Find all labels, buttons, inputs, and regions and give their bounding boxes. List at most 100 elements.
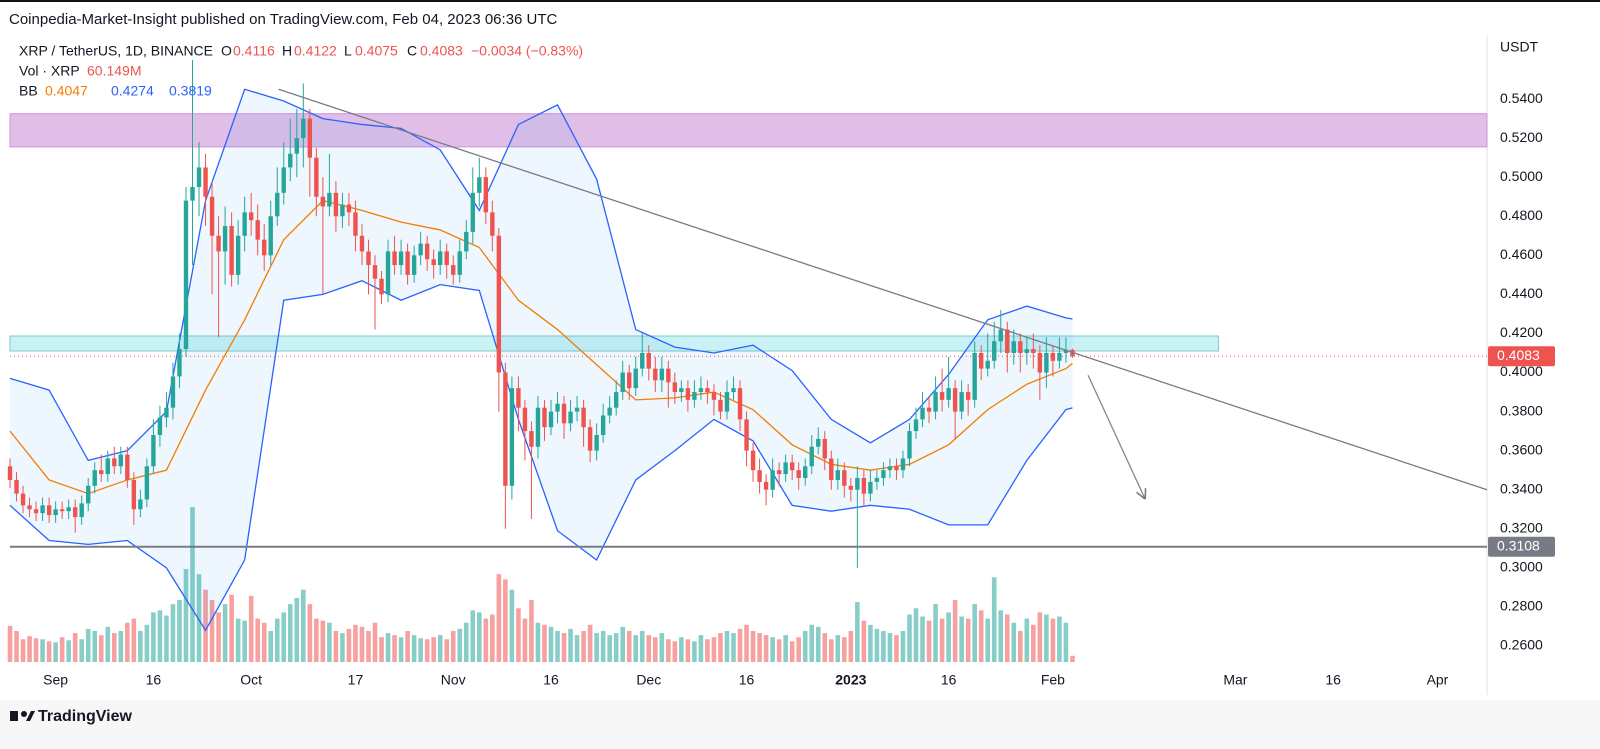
volume-bar: [809, 624, 815, 662]
candle-body: [255, 220, 260, 240]
candle-body: [170, 376, 176, 408]
volume-bar: [14, 631, 19, 662]
volume-bar: [294, 597, 300, 662]
candle-body: [666, 368, 671, 383]
y-tick-label: 0.4200: [1500, 324, 1543, 340]
candle-body: [1070, 349, 1075, 357]
volume-bar: [731, 633, 736, 662]
candle-body: [985, 360, 990, 369]
volume-bar: [248, 595, 254, 662]
volume-bar: [529, 600, 534, 662]
candle-body: [653, 368, 658, 381]
candle-body: [444, 251, 449, 266]
candle-body: [138, 499, 143, 510]
volume-bar: [1024, 618, 1030, 662]
volume-bar: [965, 618, 971, 662]
candle-body: [939, 392, 945, 400]
candle-body: [711, 392, 717, 400]
x-tick-label: 2023: [835, 672, 866, 688]
x-tick-label: Sep: [43, 672, 68, 688]
volume-bar: [222, 604, 228, 662]
candle-body: [112, 458, 117, 467]
volume-bar: [118, 631, 124, 662]
volume-bar: [952, 600, 958, 662]
volume-bar: [568, 628, 573, 662]
volume-bar: [242, 620, 247, 662]
candle-body: [398, 251, 404, 266]
volume-bar: [1044, 614, 1049, 662]
candle-body: [946, 388, 951, 400]
candle-body: [288, 153, 293, 168]
volume-bar: [138, 631, 143, 662]
support-label-box: [1488, 536, 1555, 557]
candle-body: [555, 403, 560, 412]
candle-body: [770, 470, 775, 490]
volume-bar: [490, 614, 495, 662]
candle-body: [46, 505, 52, 516]
volume-bar: [183, 569, 189, 662]
volume-bar: [79, 639, 84, 662]
volume-bar: [1018, 631, 1023, 662]
volume-bar: [750, 631, 756, 662]
volume-bar: [125, 622, 130, 662]
candle-body: [750, 450, 756, 471]
candle-body: [503, 372, 508, 486]
volume-bar: [418, 638, 423, 662]
candle-body: [587, 427, 593, 451]
candle-body: [496, 235, 502, 373]
o-value: 0.4116: [233, 43, 275, 59]
candle-body: [659, 368, 665, 381]
volume-bar: [815, 626, 821, 662]
volume-bar: [542, 624, 547, 662]
volume-bar: [659, 633, 665, 662]
candle-body: [959, 392, 964, 412]
x-tick-label: Mar: [1223, 672, 1247, 688]
candle-body: [340, 204, 345, 217]
candle-body: [242, 212, 247, 236]
candle-body: [327, 192, 332, 207]
y-tick-label: 0.2800: [1500, 598, 1543, 614]
candle-body: [894, 466, 899, 471]
volume-bar: [972, 604, 977, 662]
volume-bar: [835, 635, 841, 662]
h-letter: H: [282, 43, 292, 59]
arrow: [1087, 374, 1145, 498]
candle-body: [196, 167, 202, 187]
candle-body: [633, 368, 638, 389]
volume-bar: [594, 633, 599, 662]
candle-body: [86, 485, 91, 504]
l-letter: L: [344, 43, 352, 59]
volume-bar: [1011, 622, 1017, 662]
volume-bar: [646, 635, 652, 662]
y-tick-label: 0.4400: [1500, 285, 1543, 301]
x-tick-label: 17: [348, 672, 364, 688]
candle-body: [978, 352, 984, 369]
candle-body: [548, 411, 554, 428]
volume-name: Vol · XRP: [19, 63, 80, 79]
volume-bar: [209, 600, 215, 662]
volume-bar: [72, 633, 78, 662]
bb-lower: 0.3819: [169, 83, 212, 99]
candle-body: [789, 462, 795, 471]
volume-bar: [385, 633, 391, 662]
candle-body: [1011, 341, 1016, 353]
volume-value: 60.149M: [87, 63, 141, 79]
candle-body: [718, 399, 723, 412]
c-letter: C: [407, 43, 417, 59]
volume-bar: [613, 633, 619, 662]
candle-body: [20, 493, 26, 506]
volume-bar: [581, 631, 586, 662]
volume-bar: [85, 628, 91, 662]
candle-body: [1024, 349, 1030, 353]
candle-body: [307, 118, 313, 158]
o-letter: O: [221, 43, 232, 59]
candle-body: [66, 507, 71, 512]
volume-bar: [40, 639, 45, 662]
candle-body: [411, 255, 417, 275]
volume-bar: [946, 612, 951, 662]
candle-body: [151, 435, 156, 467]
volume-bar: [46, 641, 52, 662]
volume-bar: [314, 618, 319, 662]
candle-body: [542, 407, 547, 428]
candle-body: [692, 392, 697, 400]
